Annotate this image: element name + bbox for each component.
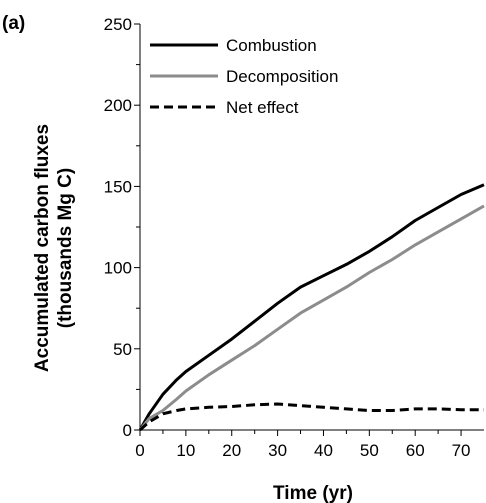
y-tick-label: 150 — [104, 177, 132, 196]
x-tick-label: 20 — [222, 441, 241, 460]
series-line-decomposition — [138, 204, 485, 431]
legend: Combustion Decomposition Net effect — [150, 36, 338, 117]
y-tick-label: 0 — [123, 421, 132, 440]
y-axis-title-line2: (thousands Mg C) — [55, 168, 76, 328]
x-tick-label: 30 — [268, 441, 287, 460]
legend-label: Decomposition — [226, 67, 338, 86]
series-line-combustion — [138, 183, 485, 431]
y-tick-label: 100 — [104, 259, 132, 278]
series-line-net-effect — [139, 402, 484, 432]
legend-label: Net effect — [226, 98, 299, 117]
x-tick-label: 70 — [452, 441, 471, 460]
x-axis-title: Time (yr) — [273, 483, 353, 503]
y-tick-label: 250 — [104, 15, 132, 34]
x-tick-label: 40 — [314, 441, 333, 460]
x-tick-label: 60 — [406, 441, 425, 460]
y-axis-title: Accumulated carbon fluxes (thousands Mg … — [32, 124, 76, 372]
x-tick-label: 10 — [176, 441, 195, 460]
series-group — [138, 183, 485, 432]
y-axis-title-line1: Accumulated carbon fluxes — [32, 124, 53, 372]
axes: 0 50 100 150 200 250 0 10 20 30 40 50 60 70 — [104, 15, 484, 460]
x-tick-label: 50 — [360, 441, 379, 460]
panel-label: (a) — [2, 13, 25, 34]
x-tick-label: 0 — [135, 441, 144, 460]
y-tick-label: 50 — [113, 340, 132, 359]
y-tick-label: 200 — [104, 96, 132, 115]
legend-label: Combustion — [226, 36, 317, 55]
